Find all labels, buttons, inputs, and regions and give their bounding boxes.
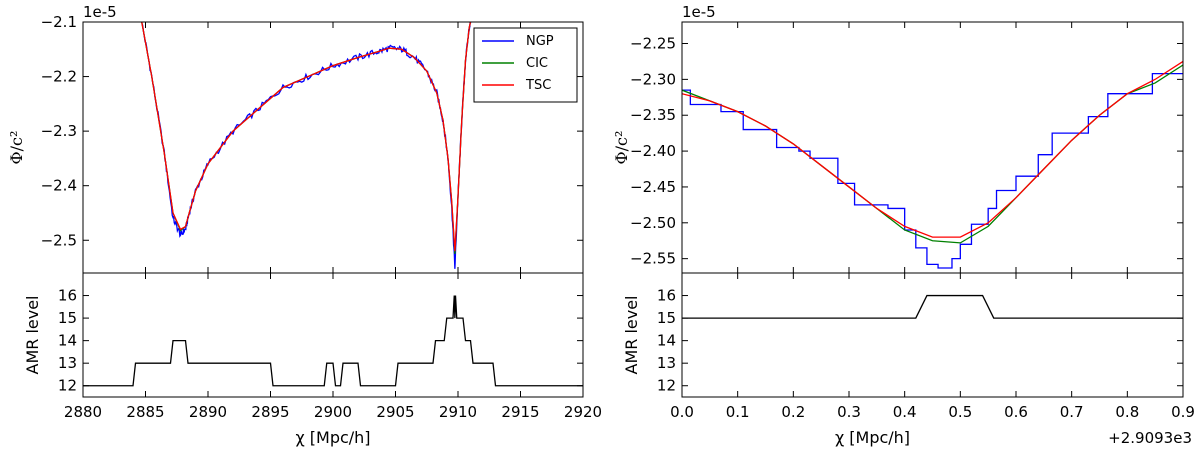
series-line-amr-level: [682, 294, 1183, 319]
y-tick-label: −2.2: [41, 68, 77, 86]
series-line-cic: [141, 22, 472, 254]
y-tick-label: −2.55: [630, 250, 676, 268]
y-tick-label: −2.5: [41, 231, 77, 249]
y-tick-label: 16: [657, 287, 676, 305]
y-axis-label: AMR level: [622, 296, 641, 375]
plot-frame: [681, 21, 1184, 274]
y-tick-label: 12: [657, 377, 676, 395]
y-axis-label: Φ/c²: [7, 131, 26, 165]
plot-frame: [681, 272, 1184, 398]
x-tick-label: 2915: [501, 403, 539, 421]
y-tick-label: −2.4: [41, 177, 77, 195]
y-tick-label: 15: [657, 309, 676, 327]
x-axis-label: χ [Mpc/h]: [835, 428, 910, 447]
scale-factor-label: 1e-5: [83, 3, 117, 21]
x-tick-label: 0.6: [1004, 403, 1028, 421]
x-tick-label: 0.0: [670, 403, 694, 421]
x-tick-label: 0.7: [1060, 403, 1084, 421]
y-tick-label: −2.30: [630, 70, 676, 88]
x-offset-label: +2.9093e3: [1108, 429, 1192, 447]
x-tick-label: 0.1: [726, 403, 750, 421]
x-tick-label: 0.5: [948, 403, 972, 421]
series-line-tsc: [682, 60, 1183, 238]
x-tick-label: 2890: [189, 403, 227, 421]
y-tick-label: 13: [657, 354, 676, 372]
legend-entry: TSC: [525, 78, 551, 93]
y-tick-label: −2.25: [630, 35, 676, 53]
x-tick-label: 0.3: [837, 403, 861, 421]
legend-entry: NGP: [526, 34, 554, 49]
x-tick-label: 0.2: [781, 403, 805, 421]
x-tick-label: 0.4: [893, 403, 917, 421]
y-tick-label: −2.1: [41, 13, 77, 31]
legend-entry: CIC: [526, 56, 548, 71]
y-tick-label: −2.3: [41, 122, 77, 140]
y-tick-label: 16: [58, 287, 77, 305]
x-tick-label: 2900: [314, 403, 352, 421]
series-line-ngp: [682, 72, 1183, 269]
y-tick-label: −2.35: [630, 106, 676, 124]
x-axis-label: χ [Mpc/h]: [295, 428, 370, 447]
x-tick-label: 2880: [64, 403, 102, 421]
x-tick-label: 2920: [564, 403, 602, 421]
x-tick-label: 0.8: [1115, 403, 1139, 421]
y-tick-label: 13: [58, 354, 77, 372]
plot-frame: [82, 272, 584, 398]
y-tick-label: −2.50: [630, 214, 676, 232]
x-tick-label: 2895: [251, 403, 289, 421]
scale-factor-label: 1e-5: [682, 3, 716, 21]
y-tick-label: −2.40: [630, 142, 676, 160]
y-tick-label: 15: [58, 309, 77, 327]
series-line-ngp: [141, 22, 472, 269]
series-line-cic: [682, 64, 1183, 244]
x-tick-label: 2885: [126, 403, 164, 421]
y-tick-label: 14: [58, 332, 77, 350]
x-tick-label: 2910: [439, 403, 477, 421]
y-tick-label: 14: [657, 332, 676, 350]
y-tick-label: 12: [58, 377, 77, 395]
x-tick-label: 0.9: [1171, 403, 1195, 421]
series-line-amr-level: [83, 295, 583, 387]
series-line-tsc: [141, 22, 472, 252]
y-axis-label: AMR level: [23, 296, 42, 375]
y-tick-label: −2.45: [630, 178, 676, 196]
x-tick-label: 2905: [376, 403, 414, 421]
y-axis-label: Φ/c²: [612, 131, 631, 165]
